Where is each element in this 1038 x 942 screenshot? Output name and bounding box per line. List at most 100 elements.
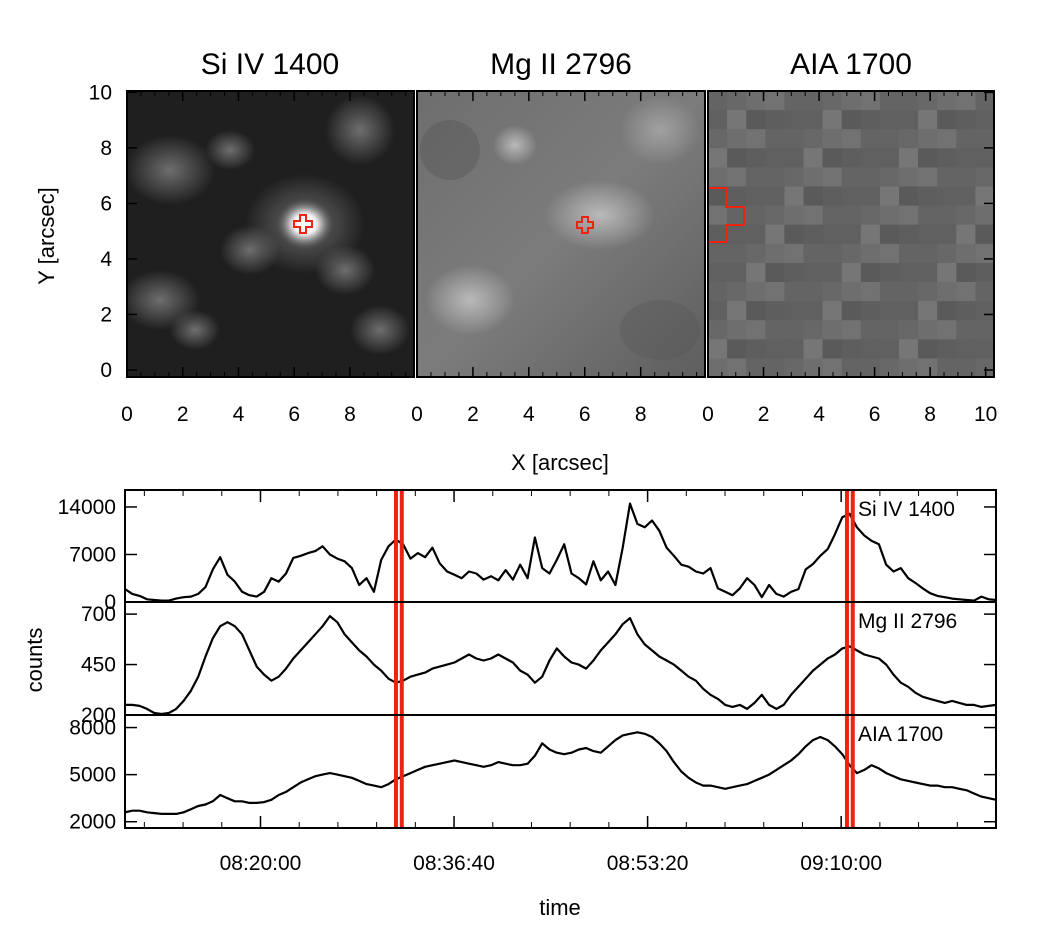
aia-pixel — [975, 148, 994, 168]
aia-pixel — [975, 91, 994, 111]
aia-pixel — [727, 110, 747, 130]
aia-pixel — [803, 301, 823, 321]
aia-pixel — [841, 110, 862, 130]
aia-pixel — [956, 262, 976, 283]
y-tick-label: 2000 — [69, 811, 116, 834]
aia-pixel — [803, 243, 823, 264]
aia-pixel — [879, 148, 900, 168]
aia-pixel — [822, 282, 843, 302]
y-tick-label: 700 — [81, 603, 116, 626]
image-frame-mg — [416, 90, 706, 378]
time-tick-label: 08:53:20 — [607, 852, 689, 875]
aia-pixel — [784, 224, 804, 245]
y-tick-label: 8 — [100, 137, 112, 160]
x-tick-label: 4 — [523, 403, 535, 426]
aia-pixel — [899, 129, 919, 149]
aia-pixel — [841, 301, 862, 321]
x-tick-label: 6 — [579, 403, 591, 426]
aia-pixel — [879, 110, 900, 130]
aia-pixel — [937, 358, 957, 377]
aia-pixel — [860, 167, 881, 187]
aia-pixel — [822, 224, 843, 245]
aia-pixel — [765, 339, 785, 359]
aia-pixel — [975, 320, 994, 340]
aia-pixel — [937, 205, 957, 226]
aia-pixel — [765, 262, 785, 283]
x-tick-label: 4 — [813, 403, 825, 426]
aia-pixel — [708, 358, 728, 377]
aia-pixel — [765, 320, 785, 340]
aia-pixel — [899, 243, 919, 264]
aia-pixel — [727, 243, 747, 264]
aia-pixel — [708, 320, 728, 340]
y-tick-label: 6 — [100, 192, 112, 215]
aia-pixel — [956, 148, 976, 168]
aia-pixel — [822, 91, 843, 111]
aia-pixel — [727, 205, 747, 226]
image-x-axis-label: X [arcsec] — [511, 450, 609, 475]
aia-pixel — [727, 186, 747, 206]
aia-pixel — [841, 262, 862, 283]
y-tick-label: 8000 — [69, 717, 116, 740]
aia-pixel — [841, 339, 862, 359]
aia-pixel — [879, 205, 900, 226]
aia-pixel — [708, 243, 728, 264]
x-tick-label: 6 — [869, 403, 881, 426]
aia-pixel — [746, 186, 766, 206]
lightcurve-frame — [124, 489, 997, 829]
x-tick-label: 0 — [702, 403, 714, 426]
aia-pixel — [956, 320, 976, 340]
aia-pixel — [975, 301, 994, 321]
aia-pixel — [822, 262, 843, 283]
aia-pixel — [765, 186, 785, 206]
aia-pixel — [860, 148, 881, 168]
aia-pixel — [765, 224, 785, 245]
aia-pixel — [727, 301, 747, 321]
y-tick-label: 0 — [100, 359, 112, 382]
aia-pixel — [784, 110, 804, 130]
aia-pixel — [784, 205, 804, 226]
aia-pixel — [803, 339, 823, 359]
aia-pixel — [975, 110, 994, 130]
aia-pixel — [708, 167, 728, 187]
aia-pixel — [860, 224, 881, 245]
aia-pixel — [841, 358, 862, 377]
aia-pixel — [975, 167, 994, 187]
aia-pixel — [803, 167, 823, 187]
aia-pixel — [746, 320, 766, 340]
aia-pixel — [879, 129, 900, 149]
aia-pixel — [975, 358, 994, 377]
aia-pixel — [879, 358, 900, 377]
aia-pixel — [860, 358, 881, 377]
aia-pixel — [918, 167, 938, 187]
image-y-axis-label: Y [arcsec] — [34, 187, 59, 284]
y-tick-label: 14000 — [58, 496, 116, 519]
aia-pixel — [918, 358, 938, 377]
aia-pixel — [956, 91, 976, 111]
aia-pixel — [956, 167, 976, 187]
aia-pixel — [918, 339, 938, 359]
aia-pixel — [803, 205, 823, 226]
aia-pixel — [784, 320, 804, 340]
y-tick-label: 7000 — [69, 543, 116, 566]
aia-pixel — [899, 339, 919, 359]
aia-pixel — [784, 358, 804, 377]
aia-pixel — [841, 224, 862, 245]
aia-pixel — [765, 148, 785, 168]
aia-pixel — [937, 129, 957, 149]
aia-pixel — [784, 129, 804, 149]
aia-pixel — [937, 243, 957, 264]
panel-title-aia: AIA 1700 — [790, 48, 912, 81]
aia-pixel — [765, 301, 785, 321]
aia-pixel — [708, 129, 728, 149]
aia-pixel — [784, 243, 804, 264]
aia-pixel — [975, 129, 994, 149]
aia-pixel — [708, 282, 728, 302]
aia-pixel — [765, 205, 785, 226]
aia-pixel — [746, 262, 766, 283]
aia-pixel — [937, 320, 957, 340]
aia-pixel — [918, 301, 938, 321]
aia-pixel — [899, 148, 919, 168]
aia-pixel — [746, 282, 766, 302]
aia-pixel — [975, 224, 994, 245]
